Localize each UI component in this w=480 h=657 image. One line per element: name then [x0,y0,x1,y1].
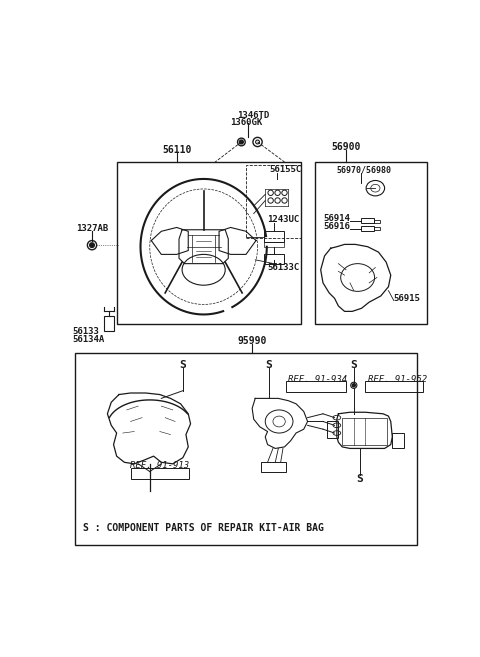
Bar [342,418,387,445]
Bar [131,468,189,479]
Text: 1327AB: 1327AB [77,225,109,233]
Text: REF. 91-934: REF. 91-934 [288,374,348,384]
Text: 56914: 56914 [323,214,350,223]
Text: S: S [180,360,186,371]
Text: REF. 91-952: REF. 91-952 [368,374,427,384]
Bar [262,463,286,472]
Text: 56110: 56110 [162,145,192,156]
Text: 56915: 56915 [394,294,420,303]
Bar [365,382,423,392]
Text: S: S [266,360,273,371]
Bar [246,165,301,238]
Text: S : COMPONENT PARTS OF REPAIR KIT-AIR BAG: S : COMPONENT PARTS OF REPAIR KIT-AIR BA… [83,523,324,533]
Bar [117,162,301,324]
Text: 1346TD: 1346TD [237,111,269,120]
Text: 95990: 95990 [238,336,267,346]
Text: 56900: 56900 [331,142,361,152]
Bar [315,162,427,324]
Bar [104,316,114,331]
Bar [392,433,404,449]
Bar [327,422,338,438]
Bar [374,219,380,223]
Bar [264,242,284,246]
Text: S: S [357,474,363,484]
Text: 56133: 56133 [73,327,100,336]
Bar [361,226,374,231]
Text: 56970/56980: 56970/56980 [337,165,392,174]
Text: REF. 91-913: REF. 91-913 [130,461,189,470]
Bar [361,218,374,223]
Bar [374,227,380,230]
Text: S: S [350,360,357,371]
Text: 56916: 56916 [323,222,350,231]
Text: 1360GK: 1360GK [230,118,263,127]
Bar [286,382,346,392]
Circle shape [352,384,355,387]
Text: 1243UC: 1243UC [267,215,300,224]
Bar [75,353,417,545]
Text: 56134A: 56134A [73,334,105,344]
Bar [264,231,284,242]
Circle shape [90,243,94,248]
Text: 56133C: 56133C [267,263,300,272]
Text: 56155C: 56155C [269,165,301,174]
Circle shape [240,140,243,144]
Bar [264,254,284,263]
